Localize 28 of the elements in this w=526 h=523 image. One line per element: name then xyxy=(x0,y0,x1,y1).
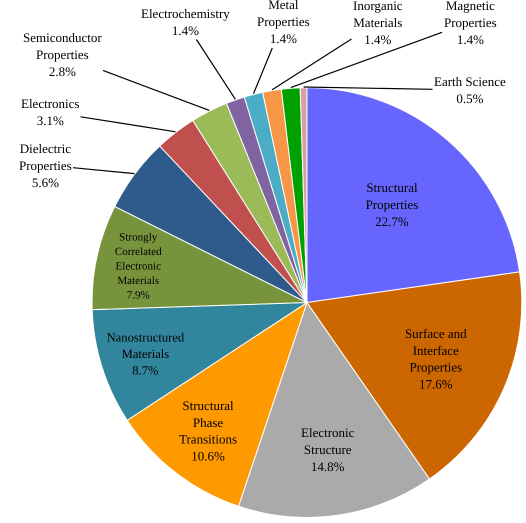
data-label: 5.6% xyxy=(32,174,60,190)
data-label: 1.4% xyxy=(456,32,484,47)
slice-label: Structural Properties xyxy=(366,180,418,212)
data-label: 22.7% xyxy=(375,214,409,229)
slice-label: Nanostructured Materials xyxy=(106,330,185,361)
slice-label: Semiconductor Properties xyxy=(23,30,102,62)
slice-label: Dielectric Properties xyxy=(19,141,72,173)
slice-label: Electronics xyxy=(21,96,80,111)
data-label: 14.8% xyxy=(310,458,345,474)
data-label: 3.1% xyxy=(36,112,64,128)
slice-label: Surface and Interface Properties xyxy=(404,326,468,375)
slice-label: Metal Properties xyxy=(257,0,310,29)
data-label: 2.8% xyxy=(48,64,76,79)
slice-label: Strongly Correlated Electronic Materials xyxy=(114,232,162,287)
data-label: 1.4% xyxy=(270,30,298,46)
data-label: 0.5% xyxy=(456,90,484,106)
slice-label: Electrochemistry xyxy=(141,6,230,21)
data-label: 8.7% xyxy=(132,363,160,378)
slice-label: Inorganic Materials xyxy=(353,0,403,30)
slice-label: Structural Phase Transitions xyxy=(178,398,238,447)
data-label: 7.9% xyxy=(126,289,150,302)
data-label: 10.6% xyxy=(191,448,225,464)
slice-label: Earth Science xyxy=(434,74,506,89)
slice-label: Electronic Structure xyxy=(301,424,355,457)
data-label: 17.6% xyxy=(419,376,453,392)
data-label: 1.4% xyxy=(364,32,392,47)
slice-label: Magnetic Properties xyxy=(444,0,497,30)
data-label: 1.4% xyxy=(172,22,200,38)
